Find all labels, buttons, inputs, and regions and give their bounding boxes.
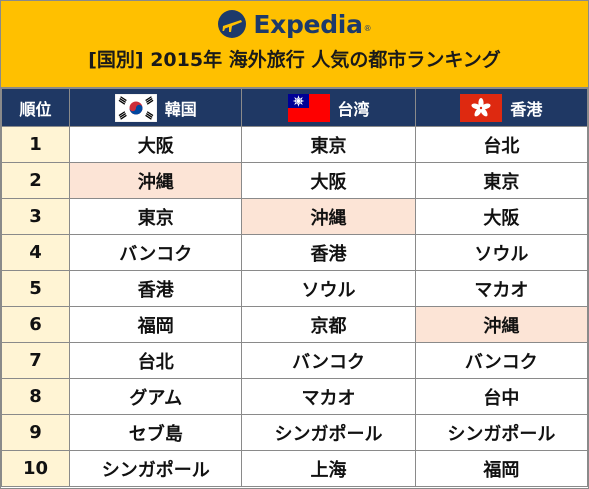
hongkong-city-cell: 福岡 xyxy=(414,450,589,487)
brand-trademark: ® xyxy=(363,24,372,33)
hong-kong-flag-icon xyxy=(460,93,510,122)
table-row: 10 シンガポール 上海 福岡 xyxy=(0,450,589,487)
taiwan-city-cell: ソウル xyxy=(241,270,416,307)
korea-city-cell: 香港 xyxy=(69,270,243,307)
korea-city-cell: 福岡 xyxy=(69,306,243,343)
taiwan-city-cell: シンガポール xyxy=(241,414,416,451)
ranking-table: 順位 xyxy=(0,88,589,487)
taiwan-city-cell: 京都 xyxy=(241,306,416,343)
taiwan-city-cell: マカオ xyxy=(241,378,416,415)
table-row: 9 セブ島 シンガポール シンガポール xyxy=(0,414,589,451)
rank-cell: 8 xyxy=(0,378,71,415)
taiwan-city-cell: 大阪 xyxy=(241,162,416,199)
korea-city-cell: 大阪 xyxy=(69,126,243,163)
table-row: 4 バンコク 香港 ソウル xyxy=(0,234,589,271)
table-row: 5 香港 ソウル マカオ xyxy=(0,270,589,307)
korea-city-cell: 沖縄 xyxy=(69,162,243,199)
taiwan-city-cell: 香港 xyxy=(241,234,416,271)
column-header-rank: 順位 xyxy=(0,88,71,127)
hongkong-city-cell: 東京 xyxy=(414,162,589,199)
rank-cell: 1 xyxy=(0,126,71,163)
hongkong-city-cell: バンコク xyxy=(414,342,589,379)
rank-cell: 9 xyxy=(0,414,71,451)
hongkong-city-cell: ソウル xyxy=(414,234,589,271)
taiwan-flag-icon xyxy=(287,93,338,122)
table-header-row: 順位 xyxy=(0,88,589,127)
column-header-korea: 韓国 xyxy=(69,88,243,127)
korea-city-cell: セブ島 xyxy=(69,414,243,451)
rank-cell: 10 xyxy=(0,450,71,487)
rank-cell: 4 xyxy=(0,234,71,271)
hongkong-city-cell: マカオ xyxy=(414,270,589,307)
hongkong-city-cell: 台北 xyxy=(414,126,589,163)
expedia-logo: Expedia ® xyxy=(1,9,588,39)
column-header-hongkong: 香港 xyxy=(414,88,589,127)
rank-cell: 2 xyxy=(0,162,71,199)
table-row: 8 グアム マカオ 台中 xyxy=(0,378,589,415)
table-row: 3 東京 沖縄 大阪 xyxy=(0,198,589,235)
hongkong-header-label: 香港 xyxy=(510,99,543,119)
table-row: 6 福岡 京都 沖縄 xyxy=(0,306,589,343)
south-korea-flag-icon xyxy=(114,93,165,122)
taiwan-city-cell: 沖縄 xyxy=(241,198,416,235)
rank-cell: 6 xyxy=(0,306,71,343)
hongkong-city-cell: 台中 xyxy=(414,378,589,415)
column-header-taiwan: 台湾 xyxy=(241,88,416,127)
korea-city-cell: シンガポール xyxy=(69,450,243,487)
korea-city-cell: 台北 xyxy=(69,342,243,379)
hongkong-city-cell: 大阪 xyxy=(414,198,589,235)
taiwan-city-cell: バンコク xyxy=(241,342,416,379)
korea-city-cell: 東京 xyxy=(69,198,243,235)
taiwan-city-cell: 上海 xyxy=(241,450,416,487)
hongkong-city-cell: 沖縄 xyxy=(414,306,589,343)
rank-header-label: 順位 xyxy=(19,99,52,119)
table-row: 7 台北 バンコク バンコク xyxy=(0,342,589,379)
table-row: 1 大阪 東京 台北 xyxy=(0,126,589,163)
rank-cell: 3 xyxy=(0,198,71,235)
page-title: [国別] 2015年 海外旅行 人気の都市ランキング xyxy=(88,49,501,71)
korea-header-label: 韓国 xyxy=(164,99,197,119)
rank-cell: 5 xyxy=(0,270,71,307)
brand-name: Expedia xyxy=(253,9,363,39)
header-banner: Expedia ® [国別] 2015年 海外旅行 人気の都市ランキング xyxy=(1,1,588,88)
table-row: 2 沖縄 大阪 東京 xyxy=(0,162,589,199)
rank-cell: 7 xyxy=(0,342,71,379)
korea-city-cell: バンコク xyxy=(69,234,243,271)
hongkong-city-cell: シンガポール xyxy=(414,414,589,451)
korea-city-cell: グアム xyxy=(69,378,243,415)
taiwan-city-cell: 東京 xyxy=(241,126,416,163)
globe-plane-icon xyxy=(218,10,247,38)
taiwan-header-label: 台湾 xyxy=(337,99,370,119)
